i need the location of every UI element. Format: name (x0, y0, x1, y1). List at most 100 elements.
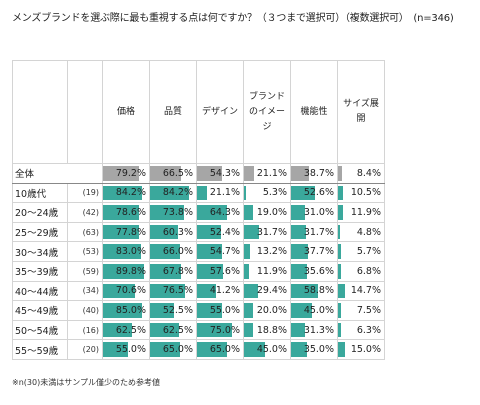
data-cell: 35.6% (290, 260, 338, 282)
row-label: 全体 (12, 163, 103, 184)
value-label: 70.6% (115, 285, 146, 297)
data-cell: 14.7% (337, 280, 385, 302)
data-cell: 35.0% (290, 339, 338, 360)
data-cell: 20.0% (243, 300, 291, 321)
value-bar (197, 342, 227, 357)
value-label: 45.0% (303, 304, 334, 316)
table-row: 55～59歳 (20) 55.0% 65.0% 65.0% 45.0% 35.0% 15.0% (12, 339, 385, 360)
column-header: 品質 (149, 60, 197, 164)
row-label: 10歳代 (12, 182, 68, 204)
value-bar (291, 185, 316, 201)
data-cell: 65.0% (149, 339, 197, 360)
column-header-text: 品質 (163, 106, 182, 117)
data-cell: 52.6% (290, 182, 338, 204)
value-label: 29.4% (256, 285, 287, 297)
data-cell: 75.0% (196, 319, 244, 341)
value-bar (244, 185, 247, 201)
value-label: 75.0% (209, 324, 240, 336)
data-cell: 67.8% (149, 260, 197, 282)
data-cell: 55.0% (102, 339, 150, 360)
value-label: 20.0% (256, 304, 287, 316)
value-label: 84.2% (115, 187, 146, 199)
row-label: 40～44歳 (12, 280, 68, 302)
value-bar (197, 185, 207, 201)
data-cell: 54.7% (196, 241, 244, 262)
value-label: 84.2% (162, 187, 193, 199)
value-label: 52.5% (162, 304, 193, 316)
value-bar (291, 342, 308, 357)
row-sample-size: (40) (67, 300, 103, 321)
value-label: 35.6% (303, 265, 334, 277)
table-row: 20～24歳 (42) 78.6% 73.8% 64.3% 19.0% 31.0% 11.9% (12, 202, 385, 223)
data-cell: 64.3% (196, 202, 244, 223)
data-cell: 5.3% (243, 182, 291, 204)
data-cell: 15.0% (337, 339, 385, 360)
row-sample-size: (19) (67, 182, 103, 204)
column-header: サイズ展開 (337, 60, 385, 164)
value-bar (338, 205, 344, 220)
header-corner (12, 60, 68, 164)
column-header-text: 価格 (116, 106, 135, 117)
row-sample-size: (53) (67, 241, 103, 262)
column-header-text: のイメー (248, 106, 285, 117)
column-header-text: デザイン (201, 106, 238, 117)
value-label: 78.6% (115, 206, 146, 218)
value-label: 52.6% (303, 187, 334, 199)
value-label: 21.1% (209, 187, 240, 199)
value-bar (244, 205, 253, 220)
value-label: 66.5% (162, 167, 193, 179)
value-label: 67.8% (162, 265, 193, 277)
value-label: 73.8% (162, 206, 193, 218)
data-cell: 84.2% (102, 182, 150, 204)
value-label: 10.5% (350, 187, 381, 199)
value-label: 31.3% (303, 324, 334, 336)
value-label: 8.4% (356, 167, 381, 179)
value-label: 55.0% (115, 344, 146, 356)
table-row: 50～54歳 (16) 62.5% 62.5% 75.0% 18.8% 31.3% 6.3% (12, 319, 385, 341)
data-cell: 60.3% (149, 221, 197, 243)
data-cell: 58.8% (290, 280, 338, 302)
column-header: 価格 (102, 60, 150, 164)
value-bar (103, 205, 140, 220)
row-sample-size: (16) (67, 319, 103, 341)
data-cell: 45.0% (243, 339, 291, 360)
column-header-text: 機能性 (300, 106, 328, 117)
value-bar (244, 224, 259, 240)
data-cell: 84.2% (149, 182, 197, 204)
column-header: 機能性 (290, 60, 338, 164)
value-label: 14.7% (350, 285, 381, 297)
value-bar (150, 185, 189, 201)
data-cell: 31.7% (290, 221, 338, 243)
row-sample-size: (63) (67, 221, 103, 243)
data-cell: 79.2% (102, 163, 150, 184)
data-cell: 5.7% (337, 241, 385, 262)
data-cell: 73.8% (149, 202, 197, 223)
value-bar (103, 166, 140, 181)
column-header-text: サイズ展 (343, 99, 379, 109)
data-cell: 13.2% (243, 241, 291, 262)
value-bar (338, 244, 341, 259)
data-cell: 65.0% (196, 339, 244, 360)
value-label: 45.0% (256, 344, 287, 356)
data-cell: 31.7% (243, 221, 291, 243)
data-cell: 83.0% (102, 241, 150, 262)
row-label: 35～39歳 (12, 260, 68, 282)
value-bar (338, 185, 343, 201)
data-cell: 6.8% (337, 260, 385, 282)
data-cell: 4.8% (337, 221, 385, 243)
data-cell: 31.3% (290, 319, 338, 341)
value-label: 64.3% (209, 206, 240, 218)
value-label: 66.0% (162, 246, 193, 258)
value-bar (103, 303, 143, 318)
value-bar (244, 322, 253, 338)
data-cell: 62.5% (149, 319, 197, 341)
value-bar (338, 322, 341, 338)
row-sample-size: (34) (67, 280, 103, 302)
value-bar (197, 303, 223, 318)
data-cell: 57.6% (196, 260, 244, 282)
value-bar (103, 322, 132, 338)
value-label: 79.2% (115, 167, 146, 179)
data-cell: 38.7% (290, 163, 338, 184)
value-label: 57.6% (209, 265, 240, 277)
data-cell: 77.8% (102, 221, 150, 243)
